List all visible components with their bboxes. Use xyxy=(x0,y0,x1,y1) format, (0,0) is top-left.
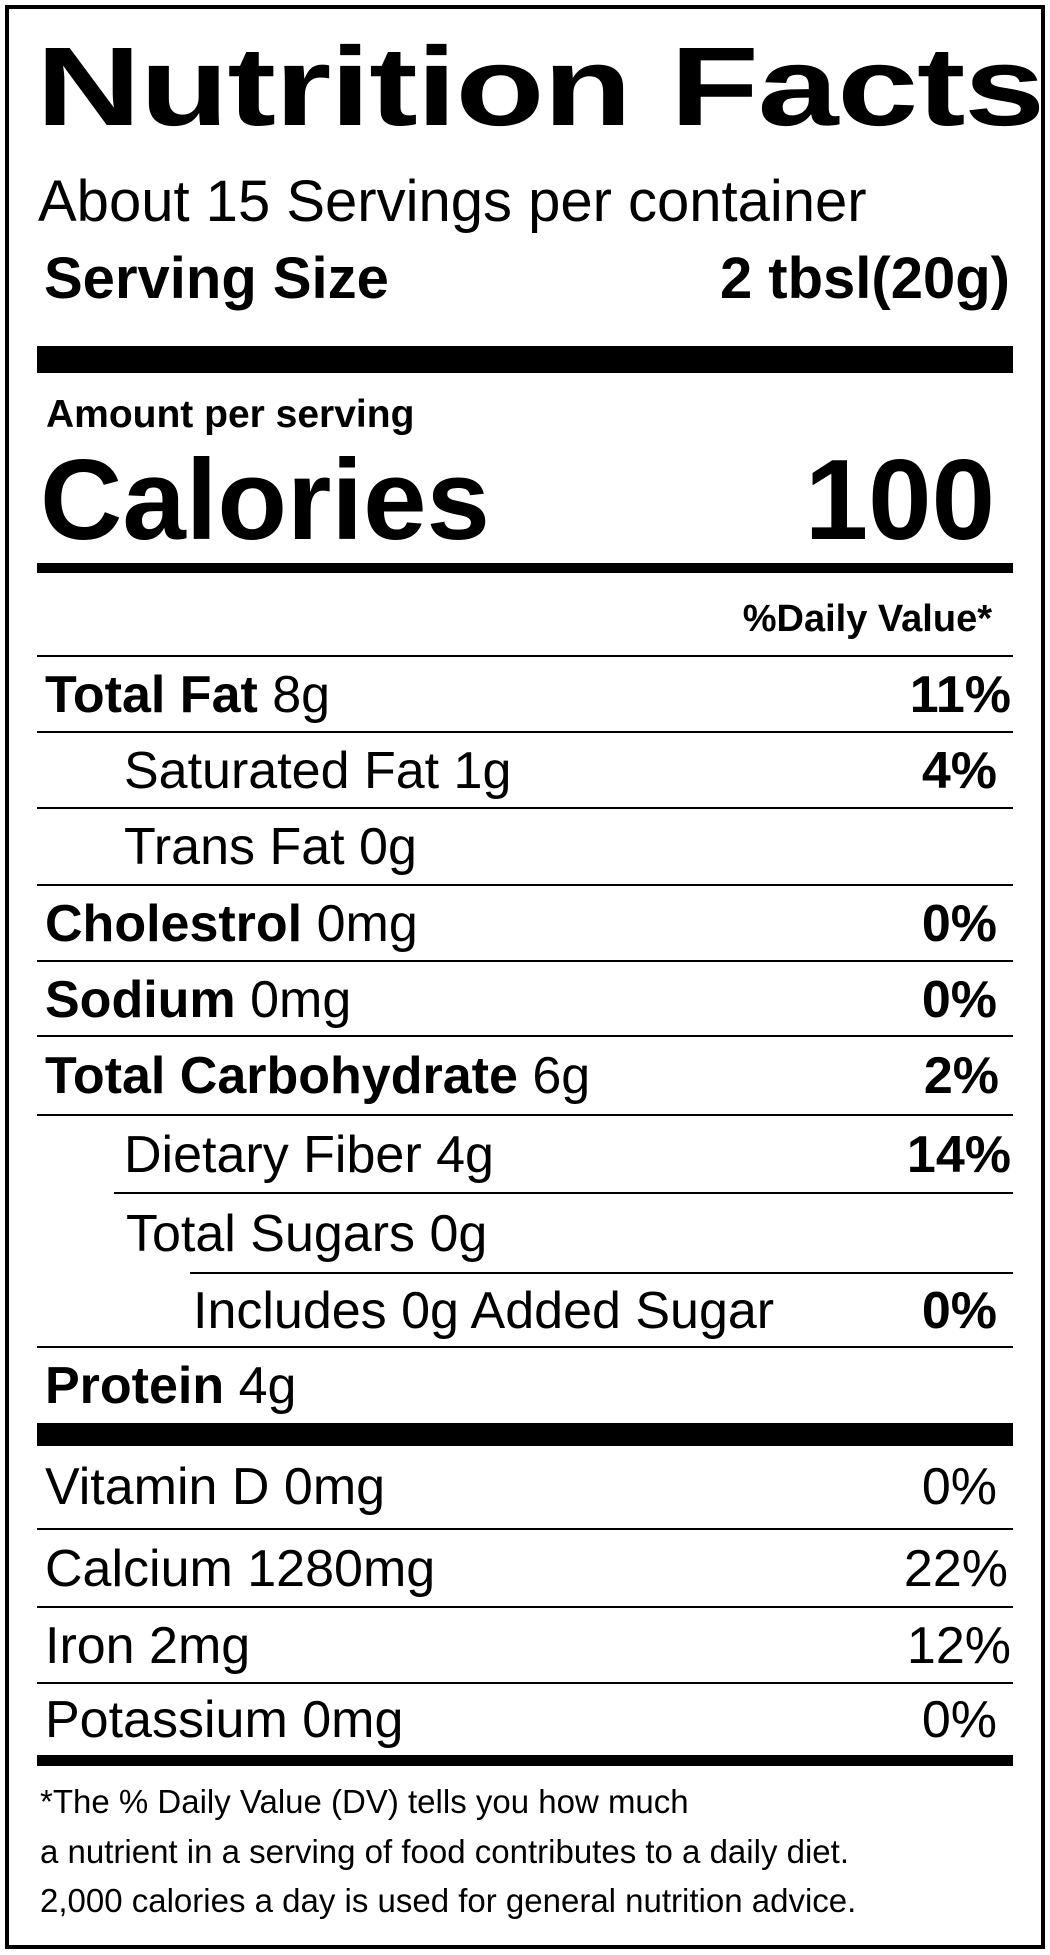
daily-value-header: %Daily Value* xyxy=(742,598,992,640)
vitamin-dv: 12% xyxy=(906,1617,1011,1675)
label-border xyxy=(5,5,1045,1949)
nutrient-amount: 4g xyxy=(238,1357,297,1415)
nutrient-name: Protein xyxy=(45,1357,225,1415)
nutrient-dv: 11% xyxy=(909,666,1011,724)
nutrient-name: Sodium xyxy=(45,971,236,1029)
nutrient-row: Includes 0g Added Sugar 0% xyxy=(190,1272,1013,1348)
serving-size-value: 2 tbsl(20g) xyxy=(719,246,1010,311)
vitamin-row: Potassium 0mg 0% xyxy=(37,1682,1013,1757)
vitamin-dv: 0% xyxy=(921,1691,997,1749)
vitamin-label: Vitamin D 0mg xyxy=(45,1458,386,1516)
nutrient-row: Protein 4g xyxy=(37,1346,1013,1424)
nutrient-dv: 2% xyxy=(923,1047,999,1105)
nutrient-amount: 6g xyxy=(532,1047,591,1105)
nutrient-name: Total Fat xyxy=(45,666,258,724)
nutrient-amount: 0mg xyxy=(250,971,352,1029)
vitamin-label: Iron 2mg xyxy=(45,1617,251,1675)
servings-per-container: About 15 Servings per container xyxy=(38,169,867,234)
nutrient-row: Total Carbohydrate 6g 2% xyxy=(37,1035,1013,1115)
nutrient-dv: 4% xyxy=(921,742,997,800)
medium-divider xyxy=(37,563,1013,573)
vitamin-dv: 0% xyxy=(921,1458,997,1516)
nutrient-amount: 4g xyxy=(436,1126,494,1184)
nutrient-amount: 0g xyxy=(359,818,417,876)
nutrient-row: Total Fat 8g 11% xyxy=(37,655,1013,733)
nutrient-dv: 0% xyxy=(921,895,997,953)
calories-value: 100 xyxy=(804,437,995,564)
nutrient-row: Total Sugars 0g xyxy=(114,1192,1013,1274)
nutrient-name: Trans Fat xyxy=(124,818,345,876)
nutrient-name: Dietary Fiber xyxy=(124,1126,422,1184)
thick-divider xyxy=(37,346,1013,373)
thick-divider xyxy=(37,1755,1013,1766)
nutrient-amount: 0mg xyxy=(316,895,418,953)
footnote-line: 2,000 calories a day is used for general… xyxy=(40,1882,857,1919)
nutrient-amount: 0g xyxy=(429,1205,488,1263)
nutrient-row: Dietary Fiber 4g 14% xyxy=(37,1114,1013,1194)
vitamin-dv: 22% xyxy=(903,1540,1008,1598)
nutrient-name: Cholestrol xyxy=(45,895,303,953)
thick-divider xyxy=(37,1423,1013,1446)
serving-size-label: Serving Size xyxy=(44,246,389,311)
nutrient-row: Trans Fat 0g xyxy=(37,807,1013,885)
nutrient-dv: 0% xyxy=(921,971,997,1029)
calories-label: Calories xyxy=(40,437,490,564)
nutrient-name: Total Carbohydrate xyxy=(45,1047,518,1105)
nutrient-name: Total Sugars xyxy=(126,1205,416,1263)
label-title: Nutrition Facts xyxy=(36,24,1045,149)
nutrient-row: Saturated Fat 1g 4% xyxy=(37,731,1013,809)
nutrient-dv: 14% xyxy=(906,1126,1011,1184)
nutrient-row: Cholestrol 0mg 0% xyxy=(37,884,1013,962)
nutrient-amount: 8g xyxy=(272,666,331,724)
nutrient-dv: 0% xyxy=(921,1282,997,1340)
nutrient-amount: 1g xyxy=(453,742,512,800)
footnote-line: *The % Daily Value (DV) tells you how mu… xyxy=(40,1783,689,1820)
vitamin-label: Calcium 1280mg xyxy=(45,1540,436,1598)
nutrient-row: Sodium 0mg 0% xyxy=(37,960,1013,1038)
vitamin-row: Vitamin D 0mg 0% xyxy=(37,1446,1013,1528)
footnote-line: a nutrient in a serving of food contribu… xyxy=(40,1833,849,1870)
vitamin-row: Iron 2mg 12% xyxy=(37,1606,1013,1684)
vitamin-label: Potassium 0mg xyxy=(45,1691,404,1749)
nutrient-name: Includes 0g Added Sugar xyxy=(193,1282,775,1340)
nutrient-name: Saturated Fat xyxy=(124,742,440,800)
vitamin-row: Calcium 1280mg 22% xyxy=(37,1528,1013,1608)
amount-per-serving: Amount per serving xyxy=(46,393,415,436)
